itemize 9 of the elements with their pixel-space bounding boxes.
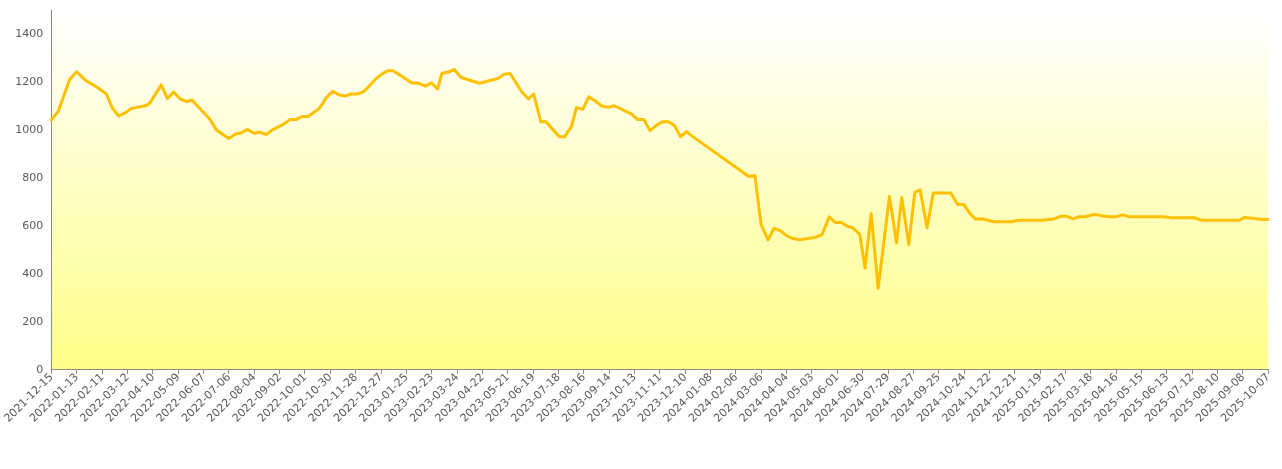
y-tick-label: 1400 xyxy=(15,27,44,41)
y-tick-label: 0 xyxy=(36,362,44,376)
y-tick-label: 800 xyxy=(22,171,44,185)
line-series xyxy=(49,68,1270,290)
y-tick-label: 400 xyxy=(22,266,44,280)
y-tick-label: 1200 xyxy=(15,75,44,89)
y-tick-label: 600 xyxy=(22,218,44,232)
y-tick-label: 200 xyxy=(22,314,44,328)
y-tick-label: 1000 xyxy=(15,123,44,137)
